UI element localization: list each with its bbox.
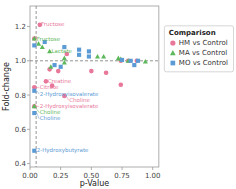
- series: [32, 40, 140, 153]
- point: [143, 59, 148, 64]
- point: [32, 104, 37, 109]
- point: [32, 111, 36, 115]
- point: [120, 58, 124, 62]
- chart: Comparison HM vs Control MA vs Control MO v…: [0, 0, 236, 189]
- plot-frame: [30, 6, 159, 167]
- y-tick: [27, 129, 30, 130]
- point: [62, 56, 67, 61]
- x-tick: [122, 167, 123, 170]
- point: [132, 63, 136, 67]
- point: [77, 48, 81, 52]
- legend-marker: [171, 61, 176, 66]
- legend-item: MA vs Control: [170, 49, 227, 57]
- point: [119, 82, 124, 87]
- annotation-leader: [37, 91, 40, 94]
- point: [77, 53, 81, 57]
- y-tick-label: 1.0: [15, 57, 26, 65]
- legend-label: HM vs Control: [179, 39, 228, 47]
- point: [129, 59, 133, 63]
- x-tick-label: 0.75: [114, 172, 130, 180]
- y-axis-label: Fold-change: [2, 62, 11, 111]
- legend-items: Comparison HM vs Control MA vs Control MO v…: [169, 29, 228, 67]
- annotation-leader: [37, 87, 40, 89]
- point: [118, 56, 123, 61]
- point: [101, 54, 106, 59]
- point: [89, 69, 94, 74]
- legend-item: HM vs Control: [170, 39, 228, 47]
- series: [32, 23, 139, 109]
- y-tick-label: 0.4: [15, 160, 27, 168]
- annotation-leader: [37, 106, 40, 107]
- x-tick-label: 0.00: [22, 172, 38, 180]
- point: [40, 44, 45, 49]
- x-tick-label: 1.00: [145, 172, 161, 180]
- point: [32, 89, 36, 93]
- annotation-leader: [37, 109, 40, 113]
- x-tick: [60, 167, 61, 170]
- annotation: Creatine: [48, 78, 72, 84]
- point: [134, 59, 139, 64]
- x-tick-label: 0.25: [53, 172, 69, 180]
- y-tick-label: 0.6: [15, 126, 27, 134]
- plot-data: [30, 6, 159, 167]
- legend-label: MA vs Control: [179, 49, 227, 57]
- annotation: Choline: [40, 109, 61, 115]
- point: [52, 63, 56, 67]
- point: [104, 70, 109, 75]
- annotation: Choline: [69, 97, 90, 103]
- annotation-leader: [66, 96, 69, 100]
- x-axis-label: p-Value: [80, 179, 110, 188]
- annotation: Citrate: [40, 84, 59, 90]
- annotation: Fructose: [41, 21, 65, 27]
- legend-marker: [170, 50, 176, 55]
- point: [32, 104, 37, 109]
- annotation: Lactate: [51, 48, 72, 54]
- y-tick-label: 1.2: [15, 23, 26, 31]
- legend-label: MO vs Control: [179, 59, 228, 67]
- legend: Comparison HM vs Control MA vs Control MO v…: [164, 26, 233, 72]
- y-tick: [27, 60, 30, 61]
- point: [32, 149, 36, 153]
- annotation-leader: [37, 113, 40, 119]
- y-tick: [27, 95, 30, 96]
- legend-title: Comparison: [169, 29, 216, 37]
- point: [87, 49, 91, 53]
- legend-frame: [164, 26, 233, 72]
- point: [62, 60, 67, 65]
- y-tick: [27, 163, 30, 164]
- annotation: 2-Hydroxybutyrate: [37, 147, 89, 154]
- legend-marker: [170, 40, 175, 45]
- point: [136, 59, 140, 63]
- point: [87, 54, 91, 58]
- legend-item: MO vs Control: [171, 59, 228, 67]
- x-tick: [30, 167, 31, 170]
- y-tick-label: 0.8: [15, 92, 26, 100]
- axes: 0.000.250.500.751.000.40.60.81.01.2: [15, 23, 161, 180]
- annotation: Choline: [40, 115, 61, 121]
- point: [32, 43, 36, 47]
- annotation: Fructose: [37, 36, 61, 42]
- x-tick: [152, 167, 153, 170]
- x-tick: [91, 167, 92, 170]
- point: [59, 65, 63, 69]
- point: [56, 69, 61, 74]
- point: [95, 54, 100, 59]
- y-tick: [27, 26, 30, 27]
- annotations: Fructose Fructose Lactate CreatineCitrate 2-…: [37, 21, 99, 154]
- series: [32, 36, 148, 108]
